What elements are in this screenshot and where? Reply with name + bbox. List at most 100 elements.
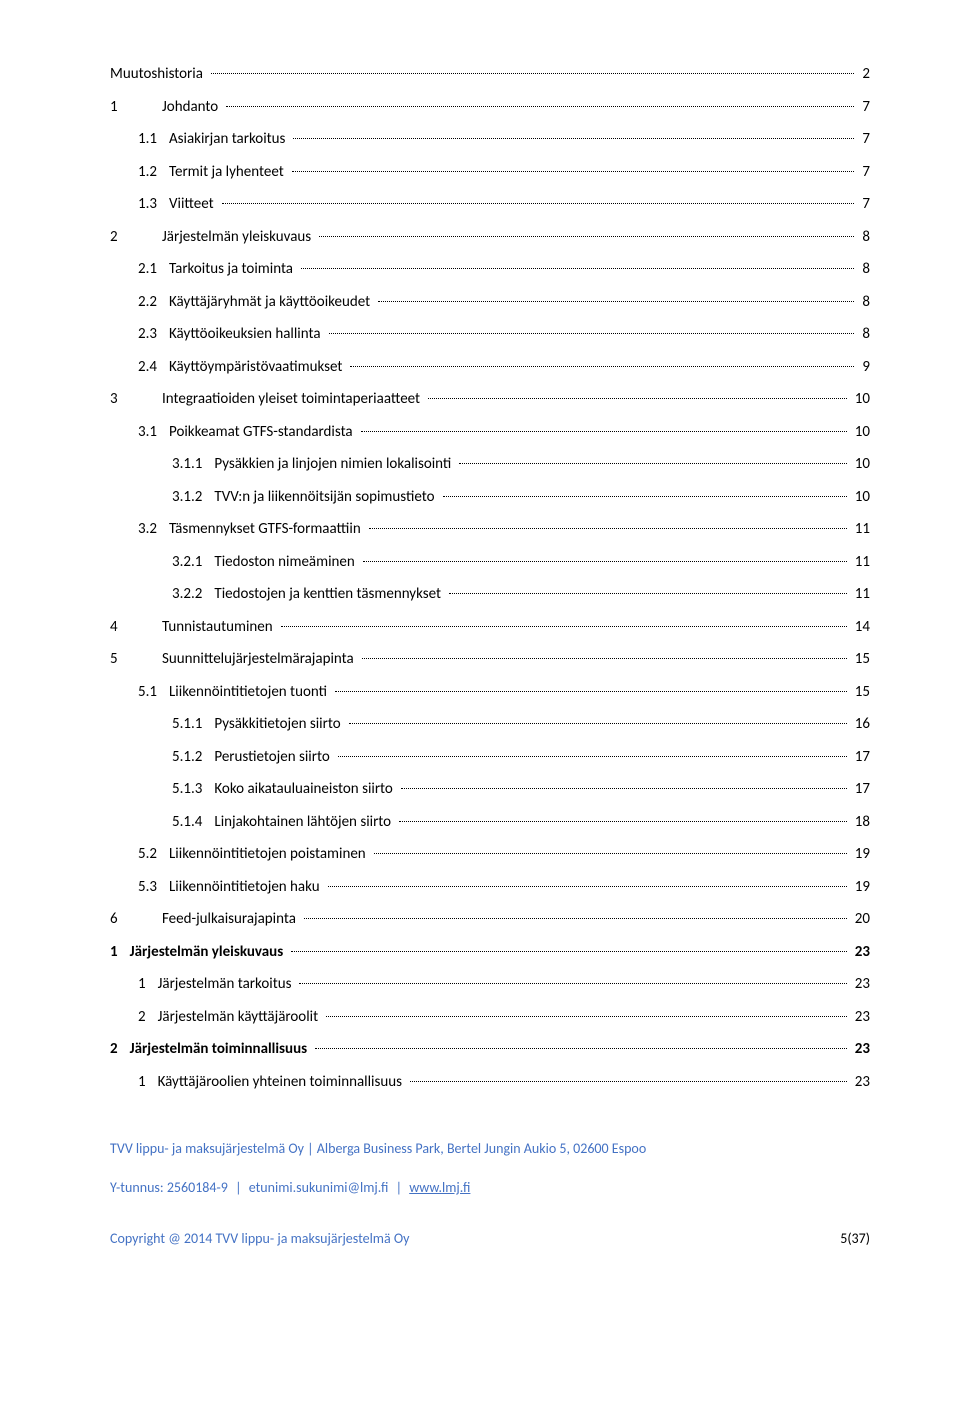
toc-number: 1 [138,970,158,999]
toc-title: Johdanto [162,93,222,122]
ytunnus-value: 2560184-9 [167,1179,228,1196]
toc-entry[interactable]: 2Järjestelmän käyttäjäroolit23 [138,1003,870,1032]
toc-title: Käyttöoikeuksien hallinta [169,320,325,349]
toc-entry[interactable]: 5.1Liikennöintitietojen tuonti15 [138,678,870,707]
toc-entry[interactable]: 5.1.1Pysäkkitietojen siirto16 [172,710,870,739]
toc-entry[interactable]: 1Järjestelmän tarkoitus 23 [138,970,870,999]
toc-page-number: 7 [858,93,870,122]
toc-entry[interactable]: 2.4Käyttöympäristövaatimukset9 [138,353,870,382]
toc-entry[interactable]: 1Käyttäjäroolien yhteinen toiminnallisuu… [138,1068,870,1097]
toc-number: 3 [110,385,162,414]
toc-leader-dots [399,821,847,822]
toc-entry[interactable]: 3.2.2Tiedostojen ja kenttien täsmennykse… [172,580,870,609]
toc-page-number: 16 [851,710,870,739]
toc-entry[interactable]: 5.2Liikennöintitietojen poistaminen19 [138,840,870,869]
toc-entry[interactable]: 5.1.4Linjakohtainen lähtöjen siirto 18 [172,808,870,837]
footer-website-link[interactable]: www.lmj.fi [409,1179,470,1196]
toc-entry[interactable]: 1Järjestelmän yleiskuvaus 23 [110,938,870,967]
toc-number: 2 [110,223,162,252]
toc-page-number: 11 [851,548,870,577]
toc-entry[interactable]: 3.1Poikkeamat GTFS-standardista10 [138,418,870,447]
toc-title: Järjestelmän yleiskuvaus [162,223,315,252]
toc-title: Liikennöintitietojen haku [169,873,324,902]
toc-entry[interactable]: 1.2Termit ja lyhenteet7 [138,158,870,187]
toc-entry[interactable]: 1.3Viitteet7 [138,190,870,219]
toc-title: Viitteet [169,190,218,219]
toc-leader-dots [226,106,854,107]
toc-page-number: 23 [851,1003,870,1032]
toc-page-number: 8 [858,288,870,317]
toc-title: Tiedostojen ja kenttien täsmennykset [214,580,445,609]
toc-number: 5.1.4 [172,808,214,837]
document-page: Muutoshistoria2 1 Johdanto 7 1.1Asiakirjan t… [0,0,960,1403]
footer-company-line: TVV lippu- ja maksujärjestelmä Oy | Albe… [110,1136,870,1161]
toc-leader-dots [349,723,847,724]
toc-leader-dots [329,333,855,334]
toc-leader-dots [401,788,847,789]
toc-page-number: 10 [851,483,870,512]
toc-entry[interactable]: 2.1Tarkoitus ja toiminta8 [138,255,870,284]
toc-leader-dots [299,983,846,984]
toc-page-number: 17 [851,775,870,804]
toc-leader-dots [328,886,847,887]
toc-entry[interactable]: 5.1.3Koko aikatauluaineiston siirto17 [172,775,870,804]
toc-title: Poikkeamat GTFS-standardista [169,418,357,447]
toc-leader-dots [350,366,854,367]
toc-number: 1 [138,1068,158,1097]
toc-title: Käyttäjäryhmät ja käyttöoikeudet [169,288,374,317]
toc-title: Tunnistautuminen [162,613,277,642]
toc-title: Järjestelmän yleiskuvaus [130,938,288,967]
toc-entry[interactable]: 2.2Käyttäjäryhmät ja käyttöoikeudet8 [138,288,870,317]
toc-title: Integraatioiden yleiset toimintaperiaatt… [162,385,424,414]
toc-leader-dots [362,658,847,659]
toc-title: Feed-julkaisurajapinta [162,905,300,934]
toc-leader-dots [315,1048,847,1049]
toc-entry[interactable]: 3.1.1Pysäkkien ja linjojen nimien lokali… [172,450,870,479]
toc-number: 4 [110,613,162,642]
toc-page-number: 17 [851,743,870,772]
toc-page-number: 10 [851,450,870,479]
toc-entry[interactable]: 6Feed-julkaisurajapinta20 [110,905,870,934]
toc-title: Tiedoston nimeäminen [214,548,358,577]
copyright-row: Copyright @ 2014 TVV lippu- ja maksujärj… [110,1226,870,1251]
toc-number: 2.1 [138,255,169,284]
toc-page-number: 10 [851,418,870,447]
toc-title: Termit ja lyhenteet [169,158,288,187]
toc-number: 1 [110,938,130,967]
toc-leader-dots [459,463,846,464]
toc-leader-dots [410,1081,847,1082]
toc-entry[interactable]: 2Järjestelmän toiminnallisuus23 [110,1035,870,1064]
toc-entry[interactable]: 3Integraatioiden yleiset toimintaperiaat… [110,385,870,414]
toc-page-number: 20 [851,905,870,934]
toc-number: 3.2 [138,515,169,544]
toc-entry[interactable]: 4Tunnistautuminen 14 [110,613,870,642]
toc-number: 5.1.1 [172,710,214,739]
toc-page-number: 23 [851,938,870,967]
toc-title: Linjakohtainen lähtöjen siirto [214,808,395,837]
toc-title: Pysäkkien ja linjojen nimien lokalisoint… [214,450,455,479]
toc-page-number: 14 [851,613,870,642]
toc-leader-dots [449,593,847,594]
toc-page-number: 18 [851,808,870,837]
toc-page-number: 23 [851,970,870,999]
toc-entry[interactable]: Muutoshistoria2 [110,60,870,89]
toc-title: TVV:n ja liikennöitsijän sopimustieto [214,483,438,512]
footer-contact-line: Y-tunnus: 2560184-9 | etunimi.sukunimi@l… [110,1175,870,1200]
toc-number: 5.1.3 [172,775,214,804]
toc-title: Järjestelmän tarkoitus [158,970,296,999]
toc-page-number: 7 [858,158,870,187]
toc-entry[interactable]: 3.2.1Tiedoston nimeäminen11 [172,548,870,577]
toc-entry[interactable]: 5.1.2Perustietojen siirto17 [172,743,870,772]
toc-entry[interactable]: 2.3Käyttöoikeuksien hallinta8 [138,320,870,349]
toc-entry[interactable]: 3.1.2TVV:n ja liikennöitsijän sopimustie… [172,483,870,512]
toc-entry[interactable]: 2Järjestelmän yleiskuvaus8 [110,223,870,252]
toc-entry[interactable]: 1Johdanto7 [110,93,870,122]
toc-entry[interactable]: 5.3Liikennöintitietojen haku19 [138,873,870,902]
toc-title: Liikennöintitietojen poistaminen [169,840,370,869]
toc-title: Käyttäjäroolien yhteinen toiminnallisuus [158,1068,406,1097]
toc-entry[interactable]: 3.2Täsmennykset GTFS-formaattiin11 [138,515,870,544]
toc-page-number: 10 [851,385,870,414]
toc-entry[interactable]: 5Suunnittelujärjestelmärajapinta15 [110,645,870,674]
toc-number: 3.1.1 [172,450,214,479]
toc-entry[interactable]: 1.1Asiakirjan tarkoitus7 [138,125,870,154]
